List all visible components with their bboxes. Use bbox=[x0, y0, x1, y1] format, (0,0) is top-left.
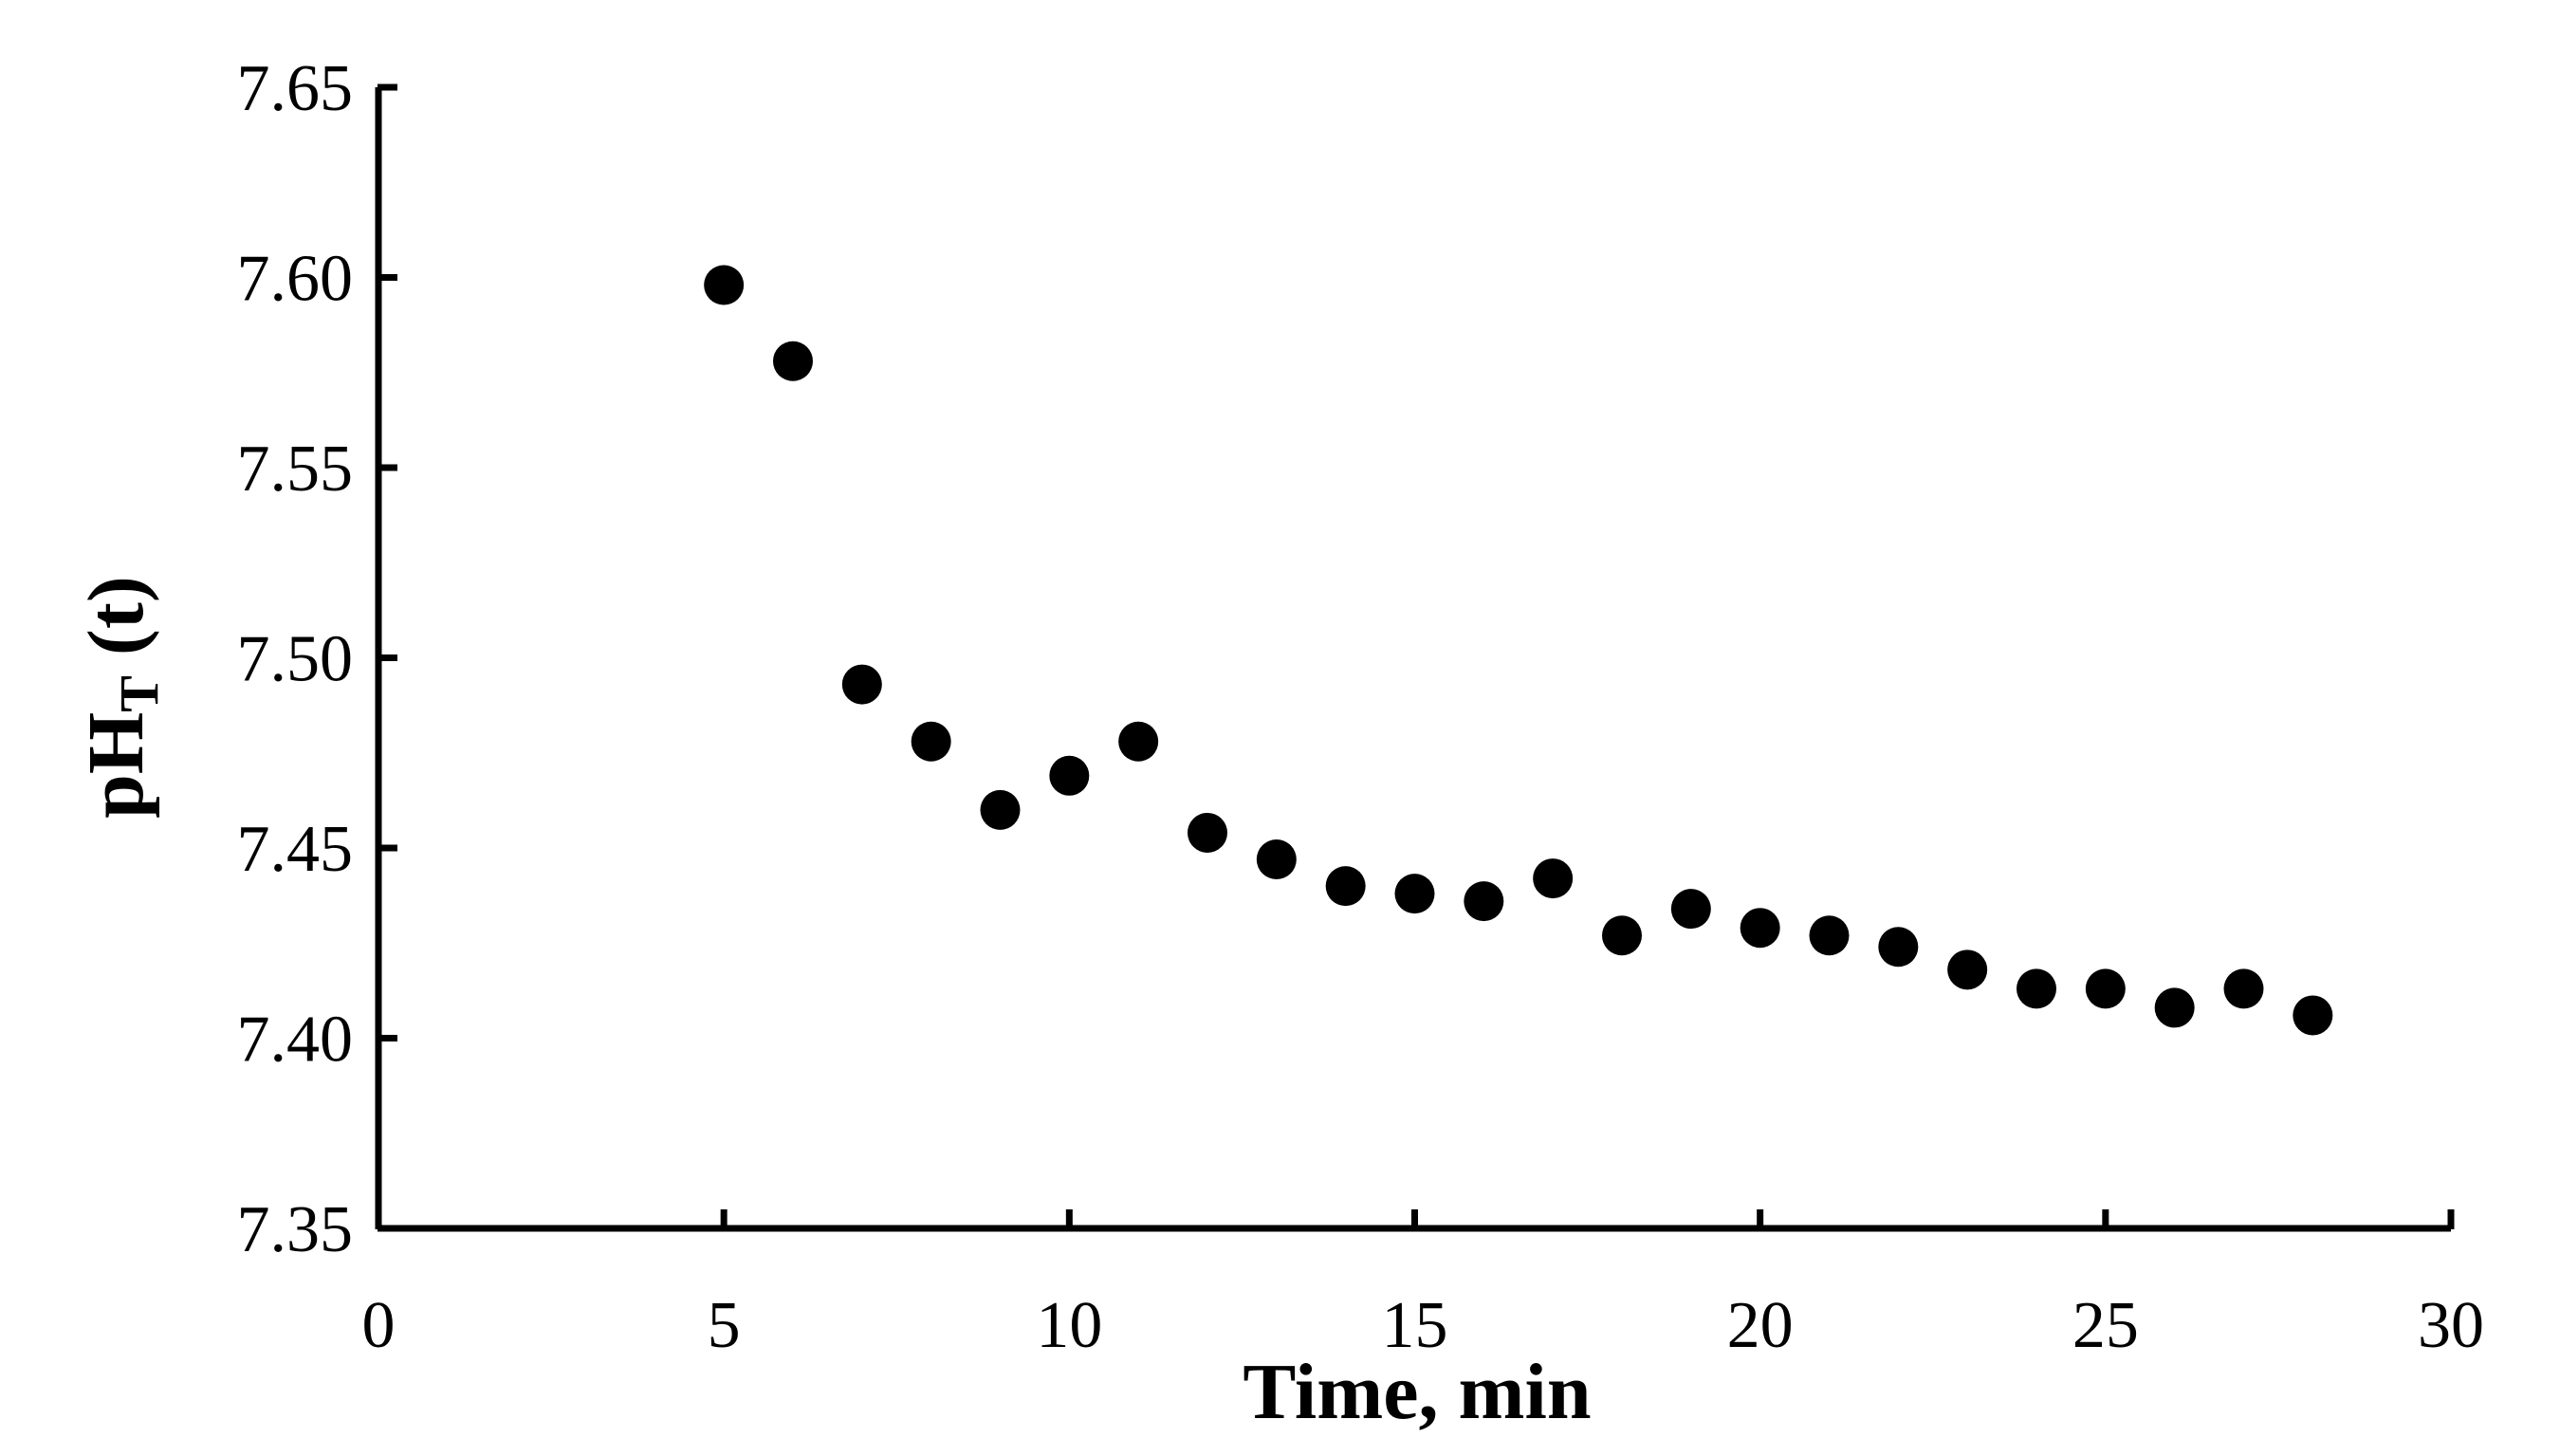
y-tick-label: 7.60 bbox=[237, 243, 354, 316]
svg-text:pHT (t): pHT (t) bbox=[72, 576, 170, 819]
data-point bbox=[1256, 839, 1297, 880]
data-point bbox=[1325, 866, 1366, 907]
data-point bbox=[1049, 755, 1090, 796]
data-point bbox=[1740, 908, 1780, 949]
y-tick-label: 7.50 bbox=[237, 623, 354, 696]
y-axis-ticks: 7.35 7.40 7.45 7.50 7.55 7.60 7.65 bbox=[237, 52, 397, 1266]
x-axis-title: Time, min bbox=[1243, 1348, 1591, 1436]
data-point bbox=[773, 341, 813, 381]
data-point bbox=[1602, 915, 1642, 956]
x-tick-label: 20 bbox=[1727, 1289, 1794, 1362]
data-point bbox=[1188, 812, 1227, 853]
y-axis-title: pHT (t) bbox=[72, 576, 170, 819]
data-point bbox=[2154, 987, 2195, 1028]
y-tick-label: 7.65 bbox=[237, 52, 354, 125]
plot-area bbox=[375, 87, 2451, 1232]
x-tick-label: 30 bbox=[2418, 1289, 2484, 1362]
data-point bbox=[1394, 874, 1435, 914]
data-point bbox=[1947, 949, 1988, 990]
y-axis-title-subscript: T bbox=[108, 675, 170, 712]
data-point bbox=[2085, 968, 2126, 1009]
data-point bbox=[1533, 858, 1574, 899]
data-point bbox=[2223, 968, 2264, 1009]
x-tick-label: 15 bbox=[1382, 1289, 1448, 1362]
data-point bbox=[841, 664, 882, 705]
y-axis-title-tail: (t) bbox=[72, 576, 160, 675]
data-point bbox=[1118, 721, 1159, 762]
y-tick-label: 7.40 bbox=[237, 1004, 354, 1077]
data-points bbox=[704, 265, 2333, 1036]
x-tick-label: 0 bbox=[362, 1289, 396, 1362]
data-point bbox=[1878, 927, 1919, 968]
data-point bbox=[1464, 881, 1504, 922]
data-point bbox=[1670, 889, 1711, 930]
x-axis-ticks: 0 5 10 15 20 25 30 bbox=[362, 1209, 2484, 1362]
x-tick-label: 10 bbox=[1036, 1289, 1102, 1362]
data-point bbox=[2017, 968, 2056, 1009]
x-tick-label: 25 bbox=[2072, 1289, 2139, 1362]
y-tick-label: 7.55 bbox=[237, 433, 354, 506]
y-axis-title-main: pH bbox=[72, 712, 160, 819]
data-point bbox=[911, 721, 951, 762]
y-tick-label: 7.45 bbox=[237, 813, 354, 886]
data-point bbox=[2293, 995, 2333, 1036]
data-point bbox=[980, 789, 1021, 830]
x-tick-label: 5 bbox=[708, 1289, 741, 1362]
y-tick-label: 7.35 bbox=[237, 1193, 354, 1266]
data-point bbox=[704, 265, 745, 305]
data-point bbox=[1809, 915, 1850, 956]
